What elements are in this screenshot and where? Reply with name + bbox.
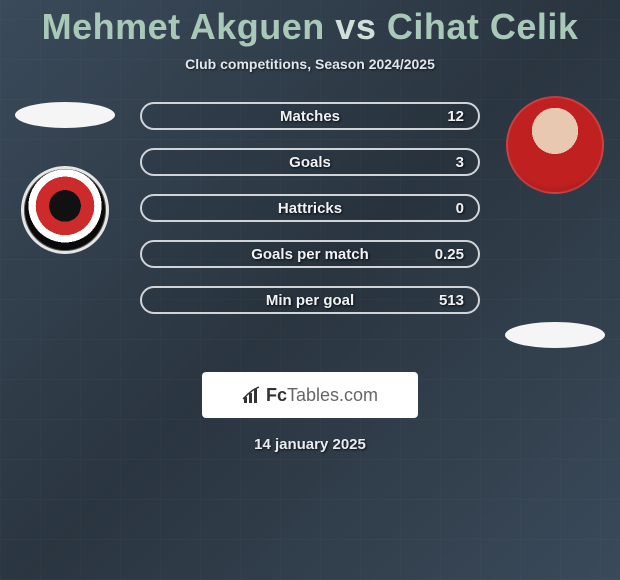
subtitle: Club competitions, Season 2024/2025 bbox=[185, 56, 435, 72]
right-side bbox=[500, 102, 620, 348]
bar-chart-icon bbox=[242, 385, 262, 405]
club-badge-icon bbox=[21, 166, 109, 254]
player2-name: Cihat Celik bbox=[387, 6, 579, 47]
player2-name-plate bbox=[505, 322, 605, 348]
stat-value: 3 bbox=[456, 154, 464, 171]
left-side bbox=[0, 102, 120, 254]
stat-label: Goals per match bbox=[251, 246, 369, 263]
main-row: Matches 12 Goals 3 Hattricks 0 Goals per… bbox=[0, 102, 620, 348]
stat-bar-hattricks: Hattricks 0 bbox=[140, 194, 480, 222]
stat-bar-matches: Matches 12 bbox=[140, 102, 480, 130]
stat-bar-goals-per-match: Goals per match 0.25 bbox=[140, 240, 480, 268]
stat-value: 0 bbox=[456, 200, 464, 217]
player2-avatar-icon bbox=[506, 96, 604, 194]
stat-bar-min-per-goal: Min per goal 513 bbox=[140, 286, 480, 314]
stat-label: Hattricks bbox=[278, 200, 342, 217]
stat-value: 0.25 bbox=[435, 246, 464, 263]
vs-separator: vs bbox=[335, 6, 376, 47]
stat-label: Matches bbox=[280, 108, 340, 125]
brand-badge: FcTables.com bbox=[202, 372, 418, 418]
brand-prefix: Fc bbox=[266, 385, 287, 405]
stat-bar-goals: Goals 3 bbox=[140, 148, 480, 176]
stat-label: Min per goal bbox=[266, 292, 354, 309]
stat-value: 12 bbox=[447, 108, 464, 125]
page-title: Mehmet Akguen vs Cihat Celik bbox=[42, 6, 579, 48]
stats-column: Matches 12 Goals 3 Hattricks 0 Goals per… bbox=[120, 102, 500, 314]
content-wrapper: Mehmet Akguen vs Cihat Celik Club compet… bbox=[0, 0, 620, 580]
player1-name-plate bbox=[15, 102, 115, 128]
stat-value: 513 bbox=[439, 292, 464, 309]
brand-text: FcTables.com bbox=[266, 385, 378, 406]
brand-suffix: Tables.com bbox=[287, 385, 378, 405]
date-label: 14 january 2025 bbox=[254, 436, 366, 453]
stat-label: Goals bbox=[289, 154, 331, 171]
player1-name: Mehmet Akguen bbox=[42, 6, 325, 47]
